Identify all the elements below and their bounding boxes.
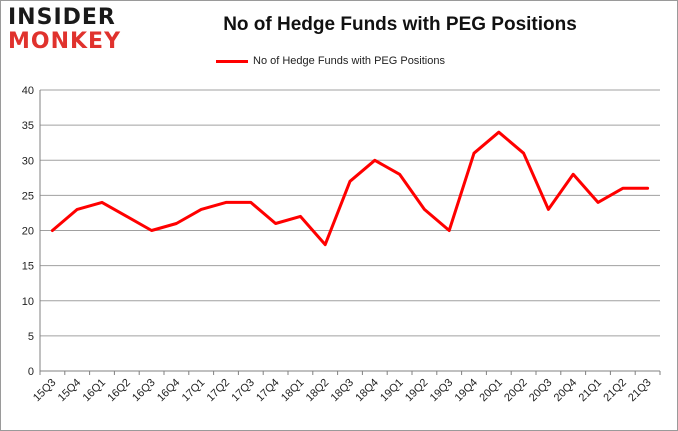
data-point	[150, 229, 153, 232]
data-point	[373, 159, 376, 162]
data-point	[274, 222, 277, 225]
x-tick-label: 19Q3	[428, 377, 456, 405]
x-tick-label: 16Q3	[130, 377, 158, 405]
data-point	[497, 130, 500, 134]
x-tick-label: 21Q2	[601, 377, 629, 405]
data-point	[621, 187, 624, 190]
data-point	[596, 201, 600, 204]
x-tick-label: 16Q2	[105, 377, 133, 405]
x-tick-label: 20Q4	[552, 377, 580, 405]
logo-line1: INSIDER	[8, 5, 116, 30]
logo-line2: MONKEY	[8, 29, 122, 54]
x-tick-label: 19Q1	[378, 377, 406, 405]
data-point	[572, 173, 575, 176]
y-tick-label: 0	[28, 366, 34, 378]
data-point	[200, 208, 203, 211]
x-tick-label: 17Q1	[180, 377, 208, 405]
data-point	[76, 208, 79, 211]
x-tick-label: 18Q1	[279, 377, 307, 405]
x-tick-label: 17Q2	[205, 377, 233, 405]
x-tick-label: 15Q4	[56, 377, 84, 405]
legend-swatch	[216, 59, 248, 63]
data-point	[324, 243, 327, 246]
data-point	[448, 229, 451, 232]
y-tick-label: 25	[22, 190, 34, 202]
insider-monkey-logo: INSIDER MONKEY	[8, 6, 128, 56]
data-point	[398, 173, 401, 176]
chart-legend: No of Hedge Funds with PEG Positions	[216, 53, 445, 69]
x-tick-label: 20Q3	[527, 377, 555, 405]
chart-title: No of Hedge Funds with PEG Positions	[223, 14, 577, 35]
x-tick-label: 16Q1	[81, 377, 109, 405]
data-point	[249, 201, 252, 204]
x-tick-label: 19Q4	[453, 377, 481, 405]
y-tick-label: 15	[22, 261, 34, 273]
x-tick-label: 21Q3	[626, 377, 654, 405]
x-tick-label: 20Q2	[502, 377, 530, 405]
x-tick-label: 20Q1	[477, 377, 505, 405]
legend-label: No of Hedge Funds with PEG Positions	[253, 55, 445, 67]
x-tick-label: 18Q4	[353, 377, 381, 405]
data-point	[125, 215, 128, 218]
data-point	[175, 222, 178, 225]
data-point	[299, 215, 302, 218]
data-point	[522, 152, 525, 155]
x-tick-label: 18Q3	[329, 377, 357, 405]
y-tick-label: 5	[28, 331, 34, 343]
x-tick-label: 18Q2	[304, 377, 332, 405]
data-point	[348, 180, 352, 183]
data-point	[100, 201, 104, 204]
series-line	[50, 130, 650, 247]
x-tick-label: 21Q1	[577, 377, 605, 405]
x-tick-label: 17Q4	[254, 377, 282, 405]
data-point	[423, 208, 426, 211]
data-point	[472, 152, 476, 155]
data-point	[547, 208, 550, 211]
x-tick-label: 17Q3	[229, 377, 257, 405]
data-point	[51, 229, 54, 232]
y-tick-label: 20	[22, 226, 34, 238]
x-tick-label: 19Q2	[403, 377, 431, 405]
y-tick-label: 40	[22, 85, 34, 97]
data-point	[646, 187, 649, 190]
y-tick-label: 35	[22, 120, 34, 132]
data-point	[224, 201, 228, 204]
x-tick-label: 16Q4	[155, 377, 183, 405]
y-tick-label: 10	[22, 296, 34, 308]
y-tick-label: 30	[22, 155, 34, 167]
x-tick-label: 15Q3	[31, 377, 59, 405]
